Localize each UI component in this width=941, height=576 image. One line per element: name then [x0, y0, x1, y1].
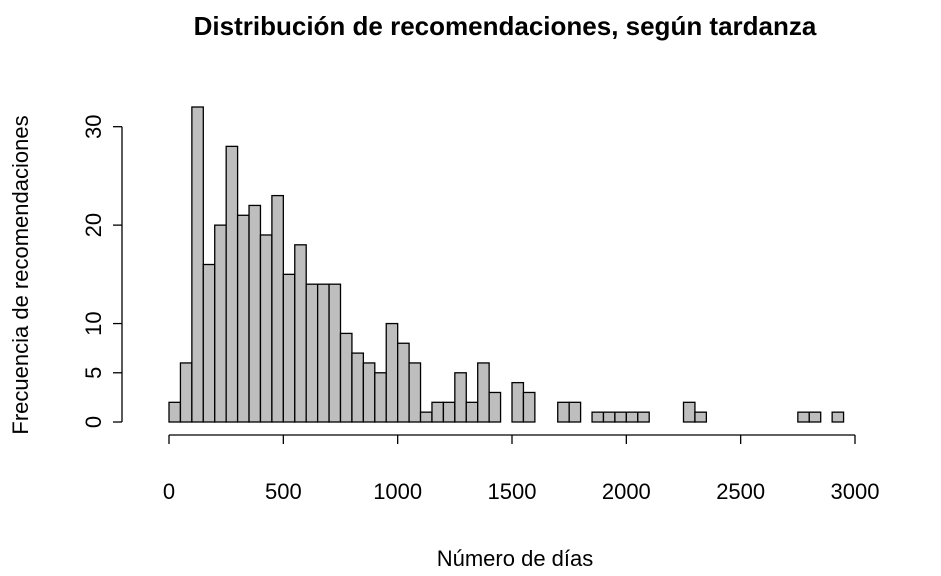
bar — [179, 362, 193, 423]
bar — [294, 244, 307, 423]
bar — [397, 342, 410, 423]
bar — [305, 283, 319, 423]
bar — [831, 411, 845, 423]
bar — [522, 391, 536, 423]
bar — [385, 322, 399, 423]
y-tick-label: 5 — [81, 367, 106, 379]
y-axis-label: Frecuencia de recomendaciones — [8, 115, 33, 434]
bar — [511, 381, 525, 423]
bar — [362, 362, 376, 423]
bar — [431, 401, 445, 423]
x-tick-label: 2500 — [716, 479, 765, 504]
bar — [465, 401, 479, 423]
bar — [488, 391, 502, 423]
bar — [808, 411, 822, 423]
bar — [557, 401, 570, 423]
bar — [282, 273, 296, 423]
bar — [637, 411, 650, 423]
bar — [236, 214, 250, 423]
bar — [191, 106, 204, 423]
bar — [271, 194, 284, 423]
bar — [602, 411, 616, 423]
bar — [568, 401, 582, 423]
bar — [625, 411, 639, 423]
y-tick-label: 30 — [81, 114, 106, 138]
bar — [408, 362, 422, 423]
bar — [316, 283, 330, 423]
bar — [202, 263, 216, 423]
y-tick-label: 10 — [81, 311, 106, 335]
bar — [374, 372, 387, 423]
bar — [419, 411, 433, 423]
bar — [797, 411, 810, 423]
bar — [328, 283, 342, 423]
bar — [682, 401, 696, 423]
bar — [351, 352, 365, 423]
bar — [454, 372, 467, 423]
x-tick-label: 1000 — [373, 479, 422, 504]
bar — [225, 145, 239, 423]
bar — [694, 411, 708, 423]
bar — [214, 224, 227, 423]
bar — [591, 411, 605, 423]
x-axis-label: Número de días — [437, 546, 594, 571]
bar — [477, 362, 490, 423]
y-tick-label: 20 — [81, 213, 106, 237]
chart-title: Distribución de recomendaciones, según t… — [194, 11, 817, 41]
x-tick-label: 0 — [163, 479, 175, 504]
x-tick-label: 1500 — [488, 479, 537, 504]
y-tick-label: 0 — [81, 416, 106, 428]
x-tick-label: 500 — [265, 479, 302, 504]
bar — [248, 204, 262, 423]
x-tick-label: 2000 — [602, 479, 651, 504]
bar — [339, 332, 353, 423]
bar — [168, 401, 182, 423]
bar — [259, 234, 273, 423]
x-tick-label: 3000 — [831, 479, 880, 504]
bar — [614, 411, 627, 423]
bar — [442, 401, 456, 423]
